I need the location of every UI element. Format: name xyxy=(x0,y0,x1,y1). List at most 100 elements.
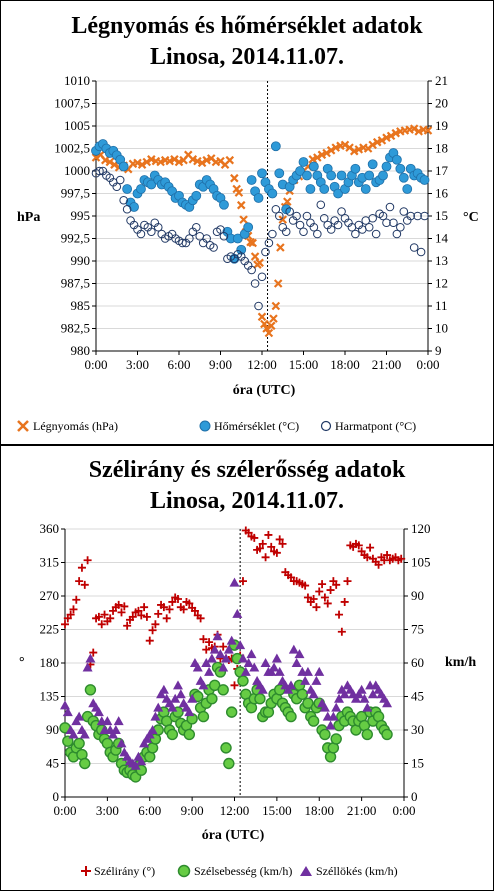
wind-speed-point xyxy=(307,715,320,727)
pressure-point xyxy=(368,140,377,150)
pressure-point xyxy=(147,155,156,164)
dewpoint-point xyxy=(191,222,201,232)
dewpoint-point xyxy=(351,229,360,239)
legend-plus-marker-icon xyxy=(81,866,91,876)
wind-gust-point xyxy=(74,711,85,721)
wind-direction-point xyxy=(89,648,98,657)
dewpoint-point xyxy=(115,175,125,185)
dewpoint-point xyxy=(392,229,402,239)
wind-direction-point xyxy=(151,620,160,629)
wind-gust-point xyxy=(209,644,220,654)
x-tick-label: 18:00 xyxy=(304,803,334,818)
wind-direction-point xyxy=(97,620,106,629)
wind-gust-point xyxy=(218,662,229,672)
x-tick-label: 9:00 xyxy=(209,357,232,372)
wind-gust-point xyxy=(257,684,268,694)
wind-direction-point xyxy=(140,603,149,612)
wind-direction-point xyxy=(128,612,137,621)
y-tick-label-left: 1000 xyxy=(64,163,90,178)
y-axis-left-label: ° xyxy=(19,655,25,670)
wind-direction-point xyxy=(303,593,312,602)
dewpoint-point xyxy=(271,204,281,214)
pressure-point xyxy=(264,328,274,338)
wind-direction-point xyxy=(142,612,151,621)
wind-gust-point xyxy=(153,702,164,712)
y-tick-label-left: 997,5 xyxy=(61,186,90,201)
wind-gust-point xyxy=(136,756,147,766)
chart-title-line2: Linosa, 2014.11.07. xyxy=(150,44,344,70)
pressure-point xyxy=(354,145,364,154)
pressure-point xyxy=(250,252,260,261)
pressure-point xyxy=(349,146,359,156)
wind-gust-point xyxy=(93,707,104,717)
plot-area: 980 982,5 985 987,5 990 992,5 995 997,5 1000 1002… xyxy=(54,73,448,372)
pressure-point xyxy=(326,146,336,155)
dewpoint-point xyxy=(416,247,426,257)
wind-direction-point xyxy=(69,605,78,614)
pressure-temperature-chart: Légnyomás és hőmérséklet adatok Linosa, … xyxy=(17,13,479,433)
legend-triangle-icon xyxy=(300,866,312,876)
wind-direction-speed-chart: Szélirány és szélerősség adatok Linosa, … xyxy=(19,457,476,878)
wind-direction-point xyxy=(179,605,188,614)
pressure-point xyxy=(271,301,281,311)
pressure-point xyxy=(225,155,235,165)
wind-direction-point xyxy=(383,551,392,560)
dewpoint-point xyxy=(316,200,326,210)
pressure-point xyxy=(273,279,283,288)
chart-title-line1: Légnyomás és hőmérséklet adatok xyxy=(71,13,423,39)
y-tick-label-right: 45 xyxy=(411,689,424,704)
wind-gust-point xyxy=(246,649,257,659)
dewpoint-point xyxy=(219,231,229,241)
pressure-point xyxy=(105,157,115,167)
wind-direction-point xyxy=(312,603,321,612)
dewpoint-point xyxy=(382,218,391,228)
y-tick-label-left: 980 xyxy=(71,343,91,358)
pressure-point xyxy=(236,200,246,210)
wind-gust-point xyxy=(382,698,393,708)
legend-item-temperature: Hőmérséklet (°C) xyxy=(199,419,299,433)
x-tick-label: 3:00 xyxy=(96,803,119,818)
wind-speed-point xyxy=(361,728,373,741)
y-tick-label-left: 1005 xyxy=(64,118,90,133)
wind-gust-point xyxy=(243,658,254,667)
wind-direction-point xyxy=(145,636,154,645)
pressure-point xyxy=(248,238,258,248)
temperature-point xyxy=(302,170,312,181)
temperature-point xyxy=(253,193,264,203)
wind-direction-point xyxy=(301,581,310,590)
x-tick-label: 18:00 xyxy=(330,357,360,372)
wind-direction-point xyxy=(238,577,247,586)
legend-label-speed: Szélsebesség (km/h) xyxy=(194,864,292,878)
temperature-point xyxy=(350,163,361,174)
temperature-point xyxy=(308,161,319,172)
plot-area: 0 45 90 135 180 225 270 315 360 0 15 30 45 60 75 90 105 1… xyxy=(40,521,431,818)
wind-gust-point xyxy=(204,666,215,676)
pressure-point xyxy=(174,157,184,167)
wind-direction-point xyxy=(320,593,329,602)
wind-gust-point xyxy=(82,662,93,672)
wind-gust-point xyxy=(113,716,124,726)
x-tick-label: 0:00 xyxy=(392,803,415,818)
y-tick-label-left: 225 xyxy=(40,622,60,637)
wind-direction-point xyxy=(120,602,129,611)
wind-direction-point xyxy=(255,544,264,553)
wind-gust-point xyxy=(173,680,183,690)
y-tick-label-left: 1007,5 xyxy=(54,96,90,111)
pressure-temperature-chart-panel: Légnyomás és hőmérséklet adatok Linosa, … xyxy=(0,0,494,445)
wind-direction-point xyxy=(83,556,92,565)
temperature-point xyxy=(136,184,146,194)
wind-speed-point xyxy=(62,735,74,747)
dewpoint-point xyxy=(281,227,291,237)
x-tick-label: 12:00 xyxy=(247,357,277,372)
wind-direction-point xyxy=(315,587,324,596)
pressure-point xyxy=(133,158,142,168)
wind-direction-point xyxy=(114,600,123,609)
x-tick-label: 12:00 xyxy=(220,803,250,818)
pressure-point xyxy=(239,215,248,224)
x-tick-label: 15:00 xyxy=(262,803,292,818)
wind-speed-point xyxy=(220,742,232,754)
wind-direction-point xyxy=(165,605,174,614)
legend-item-speed: Szélsebesség (km/h) xyxy=(177,864,292,878)
temperature-point xyxy=(398,172,409,183)
x-tick-label: 0:00 xyxy=(84,357,107,372)
